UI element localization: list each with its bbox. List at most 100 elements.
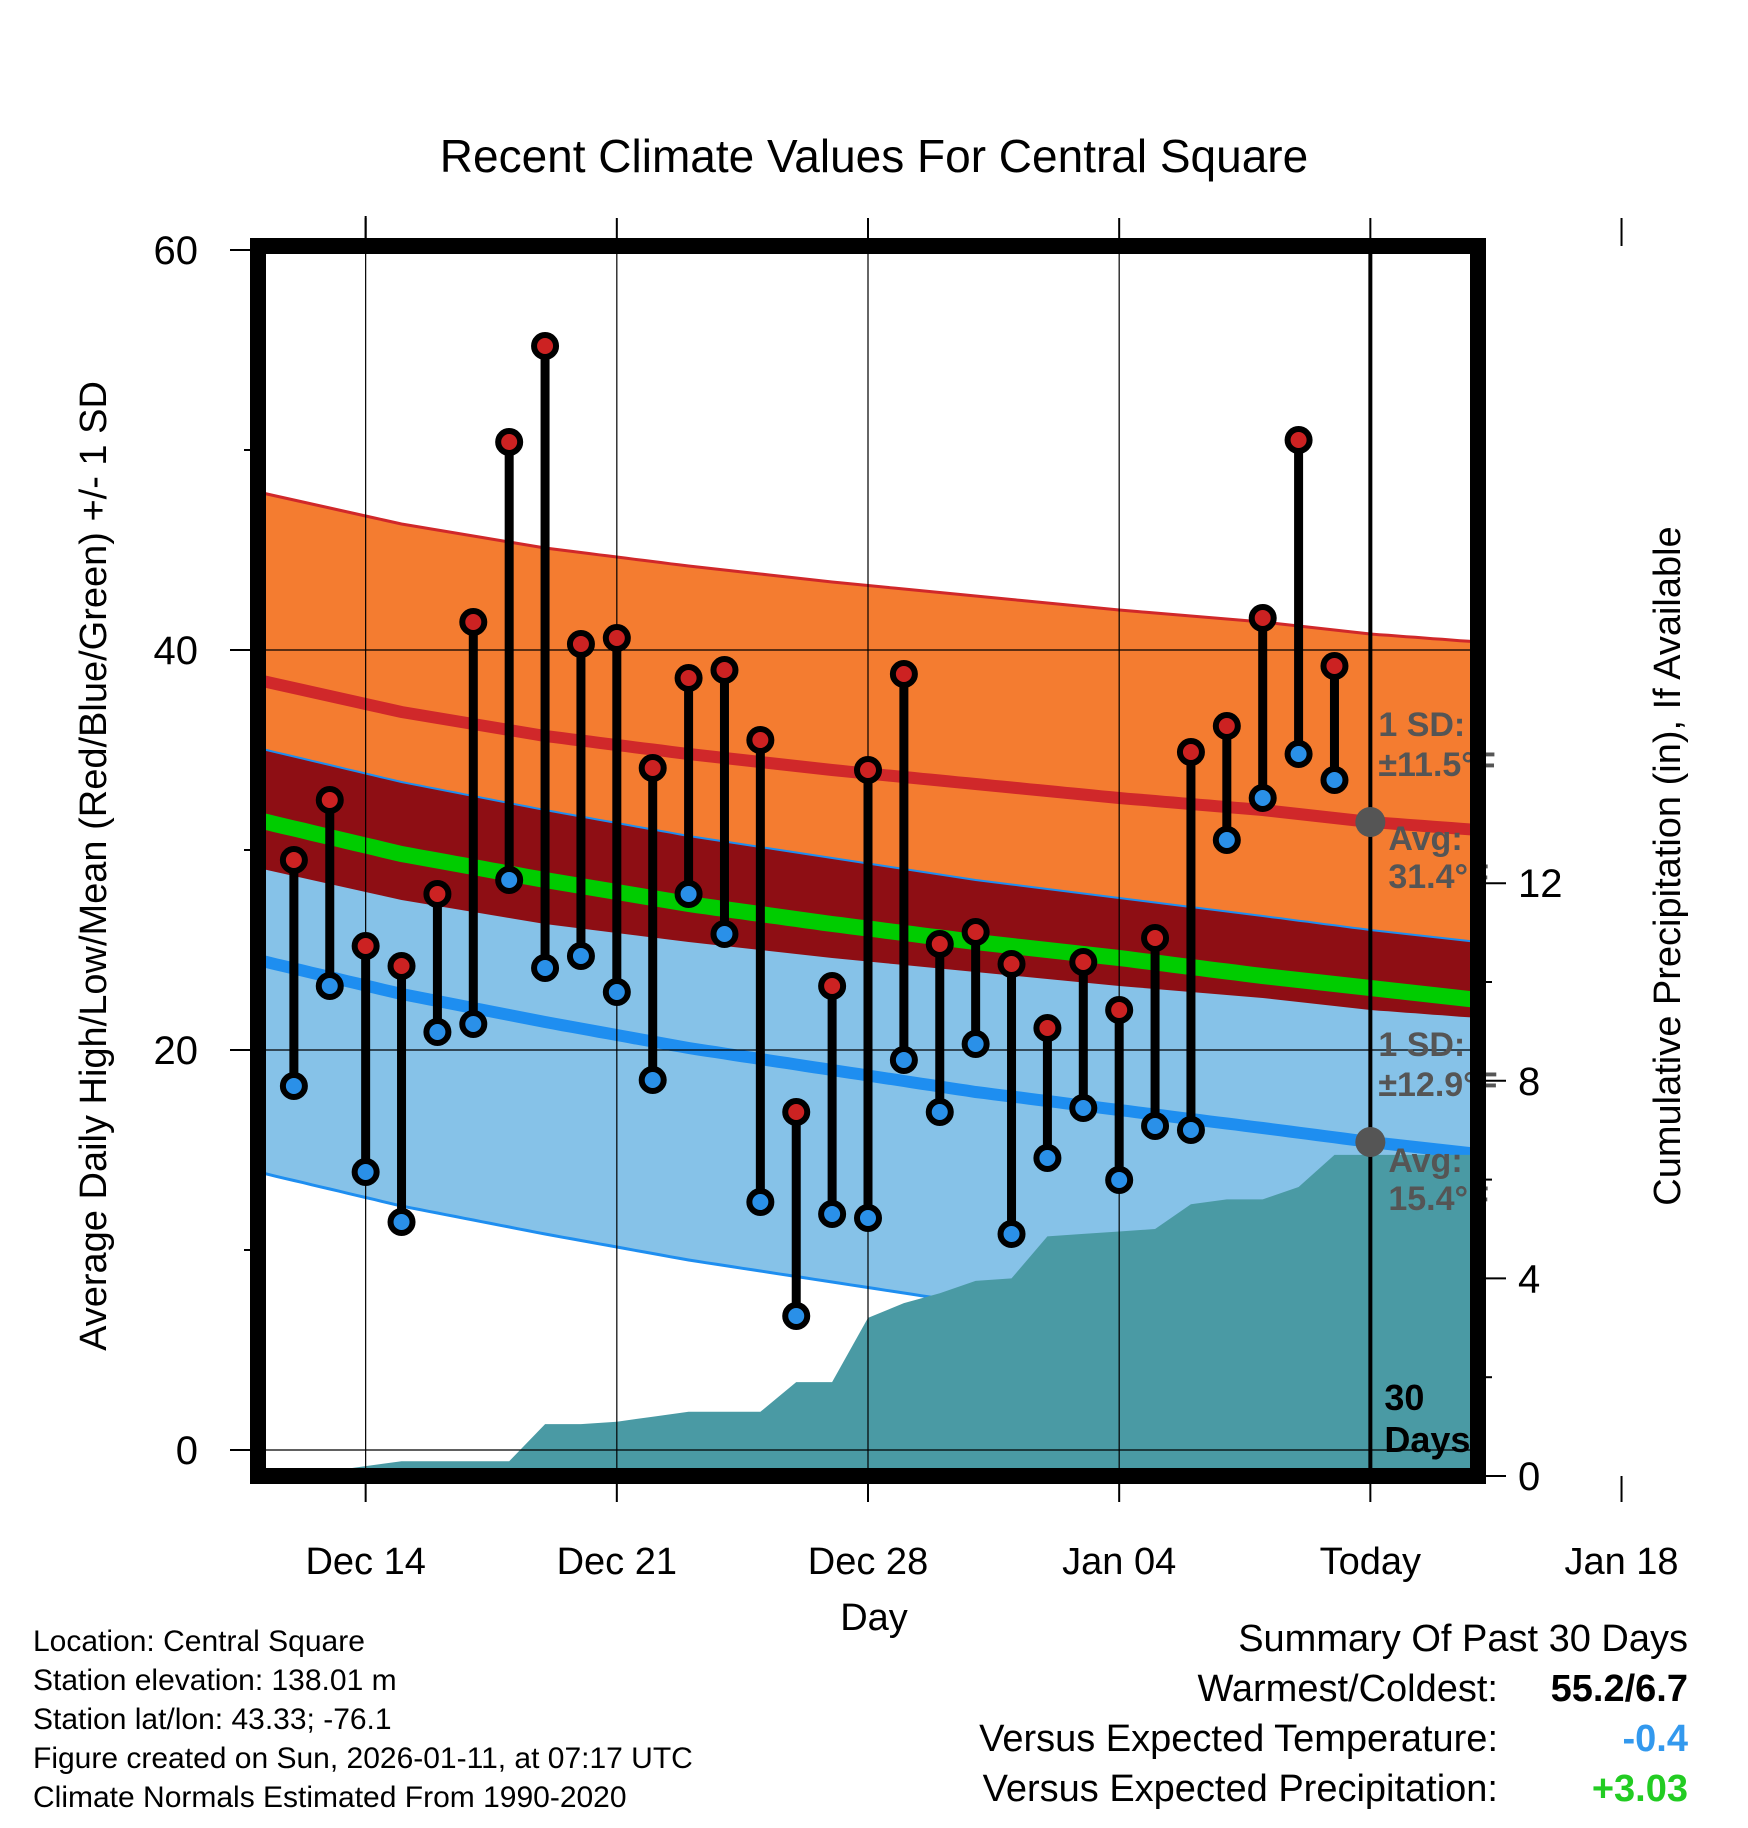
y-axis-label: Average Daily High/Low/Mean (Red/Blue/Gr… — [73, 381, 115, 1351]
daily-low-dot — [387, 1208, 416, 1236]
summary-temp-value: -0.4 — [1622, 1718, 1688, 1760]
chart-title: Recent Climate Values For Central Square — [440, 130, 1308, 182]
precipitation-area — [258, 1154, 1478, 1476]
daily-high-dot — [423, 880, 452, 908]
daily-low-dot — [746, 1188, 775, 1216]
daily-high-dot — [387, 952, 416, 980]
daily-low-dot — [925, 1098, 954, 1126]
daily-low-dot — [1176, 1116, 1205, 1144]
daily-low-dot — [710, 920, 739, 948]
summary-temp-label: Versus Expected Temperature: — [979, 1718, 1498, 1760]
daily-high-dot — [889, 660, 918, 688]
daily-low-dot — [1141, 1112, 1170, 1140]
daily-low-dot — [1033, 1144, 1062, 1172]
daily-high-dot — [1212, 712, 1241, 740]
daily-high-dot — [1176, 738, 1205, 766]
y2-axis-label: Cumulative Precipitation (in), If Availa… — [1647, 526, 1689, 1205]
daily-high-dot — [531, 332, 560, 360]
daily-high-dot — [782, 1098, 811, 1126]
daily-high-dot — [1069, 948, 1098, 976]
summary-warm-cold-label: Warmest/Coldest: — [1197, 1668, 1498, 1710]
y-tick-label: 0 — [176, 1429, 198, 1473]
daily-low-dot — [495, 866, 524, 894]
precipitation-fill — [258, 1154, 1478, 1476]
daily-high-dot — [459, 608, 488, 636]
daily-low-dot — [1284, 740, 1313, 768]
daily-high-dot — [818, 972, 847, 1000]
daily-high-dot — [1141, 924, 1170, 952]
daily-low-dot — [1105, 1166, 1134, 1194]
daily-low-dot — [602, 978, 631, 1006]
daily-high-dot — [925, 930, 954, 958]
footer-location: Location: Central Square — [33, 1625, 365, 1658]
summary-precip-value: +3.03 — [1591, 1768, 1688, 1810]
daily-high-dot — [997, 950, 1026, 978]
summary-precip-label: Versus Expected Precipitation: — [982, 1768, 1498, 1810]
daily-high-dot — [602, 624, 631, 652]
daily-low-dot — [279, 1072, 308, 1100]
daily-high-dot — [1105, 996, 1134, 1024]
high-avg-marker — [1355, 807, 1386, 837]
low-sd-label: 1 SD: — [1378, 1026, 1465, 1064]
daily-high-dot — [961, 918, 990, 946]
daily-low-dot — [1248, 784, 1277, 812]
daily-high-dot — [1320, 652, 1349, 680]
y2-tick-label: 4 — [1518, 1257, 1540, 1301]
x-axis-label: Day — [840, 1597, 908, 1639]
low-avg-marker — [1355, 1127, 1386, 1157]
daily-low-dot — [459, 1010, 488, 1038]
summary-warm-cold-row: Warmest/Coldest: 55.2/6.7 — [1197, 1668, 1688, 1711]
daily-high-dot — [279, 846, 308, 874]
summary-temp-row: Versus Expected Temperature: -0.4 — [979, 1718, 1688, 1761]
summary-precip-row: Versus Expected Precipitation: +3.03 — [983, 1768, 1688, 1811]
daily-high-dot — [566, 630, 595, 658]
y-tick-label: 20 — [154, 1029, 199, 1073]
x-tick-label: Dec 14 — [305, 1541, 425, 1583]
y2-tick-label: 12 — [1518, 862, 1563, 906]
daily-low-dot — [782, 1302, 811, 1330]
daily-high-dot — [1284, 426, 1313, 454]
y2-tick-label: 8 — [1518, 1060, 1540, 1104]
x-tick-label: Dec 28 — [808, 1541, 928, 1583]
footer-latlon: Station lat/lon: 43.33; -76.1 — [33, 1703, 392, 1736]
axes: 0 20 40 60 0 4 8 12 Dec 14 Dec 21 Dec 28 Jan 04 Toda… — [154, 216, 1679, 1583]
daily-temperature-stems — [279, 332, 1349, 1330]
daily-high-dot — [674, 664, 703, 692]
daily-high-dot — [315, 786, 344, 814]
daily-low-dot — [1320, 766, 1349, 794]
days-label-number: 30 — [1384, 1377, 1424, 1418]
footer-normals: Climate Normals Estimated From 1990-2020 — [33, 1781, 627, 1814]
high-avg-label: Avg: — [1388, 820, 1462, 858]
daily-high-dot — [710, 656, 739, 684]
low-avg-label: Avg: — [1388, 1142, 1462, 1180]
daily-low-dot — [674, 880, 703, 908]
daily-low-dot — [531, 954, 560, 982]
x-tick-label: Dec 21 — [557, 1541, 677, 1583]
daily-high-dot — [495, 428, 524, 456]
footer-created: Figure created on Sun, 2026-01-11, at 07… — [33, 1742, 693, 1775]
y-tick-label: 60 — [154, 229, 199, 273]
summary-warm-cold-value: 55.2/6.7 — [1550, 1668, 1688, 1710]
daily-low-dot — [889, 1046, 918, 1074]
daily-low-dot — [566, 942, 595, 970]
daily-low-dot — [638, 1066, 667, 1094]
daily-low-dot — [1069, 1094, 1098, 1122]
y2-tick-label: 0 — [1518, 1455, 1540, 1499]
x-tick-label: Today — [1320, 1541, 1421, 1583]
x-tick-label: Jan 18 — [1564, 1541, 1678, 1583]
daily-low-dot — [961, 1030, 990, 1058]
days-label-word: Days — [1384, 1419, 1470, 1460]
high-sd-label: 1 SD: — [1378, 706, 1465, 744]
daily-high-dot — [638, 754, 667, 782]
daily-low-dot — [315, 972, 344, 1000]
footer-elevation: Station elevation: 138.01 m — [33, 1664, 397, 1697]
daily-low-dot — [818, 1200, 847, 1228]
y-tick-label: 40 — [154, 629, 199, 673]
daily-high-dot — [1248, 604, 1277, 632]
x-tick-label: Jan 04 — [1062, 1541, 1176, 1583]
daily-low-dot — [351, 1158, 380, 1186]
daily-high-dot — [1033, 1014, 1062, 1042]
daily-high-dot — [854, 756, 882, 784]
